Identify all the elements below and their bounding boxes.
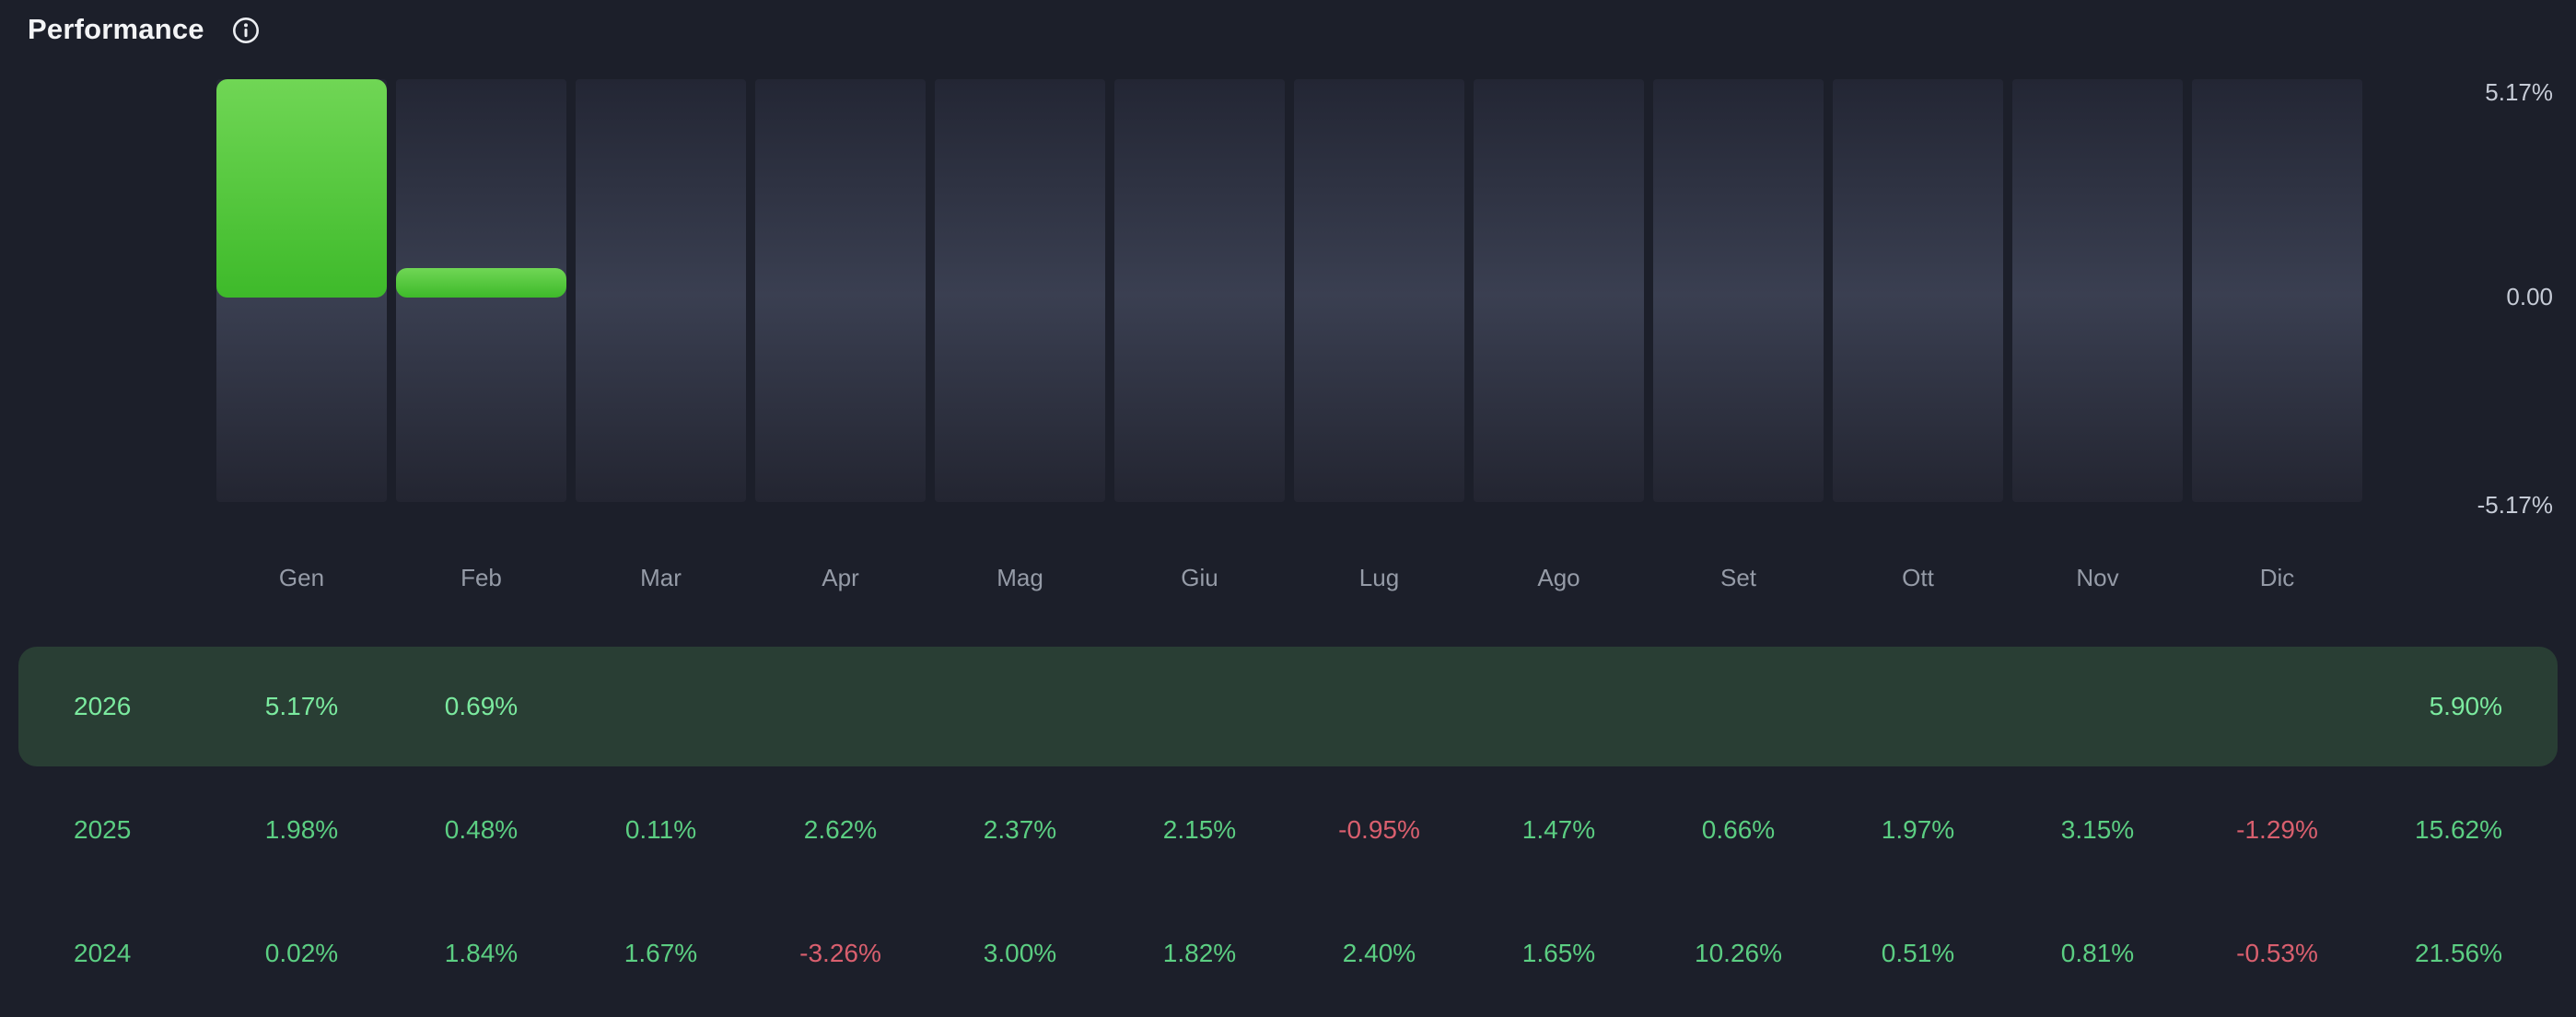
value-cell-2024-ago: 1.65% [1521, 939, 1596, 967]
value-cell-2026-gen: 5.17% [264, 692, 339, 720]
column-background [1114, 79, 1285, 502]
chart-column-dic[interactable] [2187, 79, 2367, 502]
chart-column-ott[interactable] [1828, 79, 2008, 502]
column-background [1474, 79, 1644, 502]
column-background [576, 79, 746, 502]
value-cell-2024-ott: 0.51% [1881, 939, 1955, 967]
value-cell-2025-set: 0.66% [1701, 815, 1776, 844]
month-label-giu: Giu [1181, 564, 1218, 591]
chart-column-mar[interactable] [571, 79, 751, 502]
total-cell: 21.56% [2415, 939, 2502, 967]
column-background [1653, 79, 1824, 502]
value-cell-2025-nov: 3.15% [2060, 815, 2135, 844]
month-label-mar: Mar [640, 564, 682, 591]
month-label-dic: Dic [2259, 564, 2295, 591]
value-cell-2024-nov: 0.81% [2060, 939, 2135, 967]
month-label-feb: Feb [460, 564, 502, 591]
chart-column-mag[interactable] [930, 79, 1110, 502]
bar-feb[interactable] [396, 268, 566, 298]
value-cell-2025-gen: 1.98% [264, 815, 339, 844]
performance-table: 2026 5.17% 0.69% 5.90% 2025 1.98% 0.48% 0.11% 2.… [18, 647, 2558, 1013]
column-background [2012, 79, 2183, 502]
chart-column-nov[interactable] [2008, 79, 2187, 502]
performance-bar-chart [212, 79, 2367, 502]
value-cell-2024-mar: 1.67% [624, 939, 698, 967]
value-cell-2025-dic: -1.29% [2236, 815, 2318, 844]
y-tick-zero: 0.00 [2506, 283, 2553, 310]
chart-column-gen[interactable] [212, 79, 391, 502]
chart-column-apr[interactable] [751, 79, 930, 502]
value-cell-2024-giu: 1.82% [1162, 939, 1237, 967]
page-title: Performance [28, 13, 204, 45]
month-label-nov: Nov [2076, 564, 2119, 591]
month-label-ago: Ago [1537, 564, 1580, 591]
year-cell: 2026 [74, 692, 132, 720]
value-cell-2024-set: 10.26% [1695, 939, 1782, 967]
value-cell-2024-lug: 2.40% [1342, 939, 1416, 967]
value-cell-2024-feb: 1.84% [444, 939, 519, 967]
chart-column-giu[interactable] [1110, 79, 1289, 502]
month-label-ott: Ott [1902, 564, 1934, 591]
year-cell: 2024 [74, 939, 132, 967]
value-cell-2025-apr: 2.62% [803, 815, 878, 844]
value-cell-2024-dic: -0.53% [2236, 939, 2318, 967]
value-cell-2025-mar: 0.11% [624, 815, 697, 844]
column-background [2192, 79, 2362, 502]
column-background [755, 79, 926, 502]
value-cell-2025-giu: 2.15% [1162, 815, 1237, 844]
table-row-2026[interactable]: 2026 5.17% 0.69% 5.90% [18, 647, 2558, 766]
total-cell: 5.90% [2429, 692, 2502, 720]
value-cell-2025-ago: 1.47% [1521, 815, 1596, 844]
value-cell-2025-ott: 1.97% [1881, 815, 1955, 844]
column-background [1294, 79, 1464, 502]
y-tick-min: -5.17% [2477, 491, 2553, 519]
value-cell-2025-mag: 2.37% [983, 815, 1057, 844]
value-cell-2025-feb: 0.48% [444, 815, 519, 844]
chart-column-ago[interactable] [1469, 79, 1649, 502]
month-axis: Gen Feb Mar Apr Mag Giu Lug Ago Set Ott Nov Dic [212, 564, 2367, 592]
month-label-mag: Mag [997, 564, 1043, 591]
y-tick-max: 5.17% [2485, 78, 2553, 106]
value-cell-2026-feb: 0.69% [444, 692, 519, 720]
info-icon[interactable] [232, 17, 260, 44]
chart-column-set[interactable] [1649, 79, 1828, 502]
month-label-set: Set [1719, 564, 1757, 591]
value-cell-2024-mag: 3.00% [983, 939, 1057, 967]
value-cell-2024-apr: -3.26% [799, 939, 881, 967]
month-label-gen: Gen [278, 564, 325, 591]
month-label-apr: Apr [822, 564, 859, 591]
value-cell-2025-lug: -0.95% [1338, 815, 1420, 844]
bar-gen[interactable] [216, 79, 387, 298]
column-background [1833, 79, 2003, 502]
chart-column-feb[interactable] [391, 79, 571, 502]
year-cell: 2025 [74, 815, 132, 844]
month-label-lug: Lug [1358, 564, 1400, 591]
column-background [935, 79, 1105, 502]
table-row-2025[interactable]: 2025 1.98% 0.48% 0.11% 2.62% 2.37% 2.15% -0.95%… [18, 770, 2558, 890]
value-cell-2024-gen: 0.02% [264, 939, 339, 967]
chart-column-lug[interactable] [1289, 79, 1469, 502]
total-cell: 15.62% [2415, 815, 2502, 844]
table-row-2024[interactable]: 2024 0.02% 1.84% 1.67% -3.26% 3.00% 1.82% 2.40%… [18, 894, 2558, 1013]
